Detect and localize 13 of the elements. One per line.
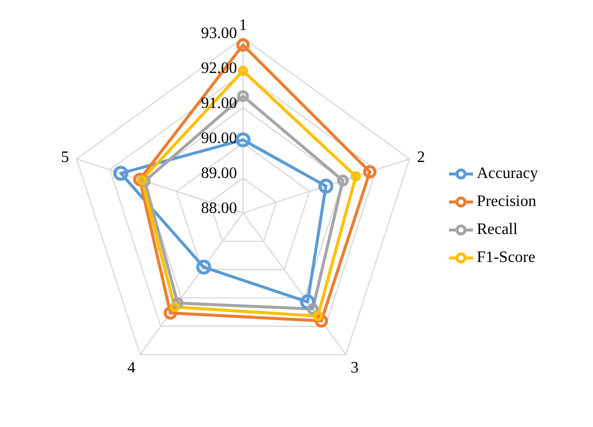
spoke-label: 5 (60, 149, 69, 166)
spoke-label: 2 (417, 149, 426, 166)
spoke-label: 1 (239, 17, 247, 34)
y-tick-label: 89.00 (201, 165, 237, 182)
legend-label: Recall (476, 220, 518, 238)
y-tick-label: 88.00 (201, 200, 237, 217)
spoke-label: 4 (127, 359, 136, 376)
legend-label: F1-Score (476, 248, 536, 266)
legend-label: Precision (476, 192, 536, 210)
y-tick-label: 93.00 (201, 25, 237, 42)
y-tick-label: 90.00 (201, 130, 237, 147)
spoke-label: 3 (350, 359, 359, 376)
legend-label: Accuracy (476, 164, 538, 182)
